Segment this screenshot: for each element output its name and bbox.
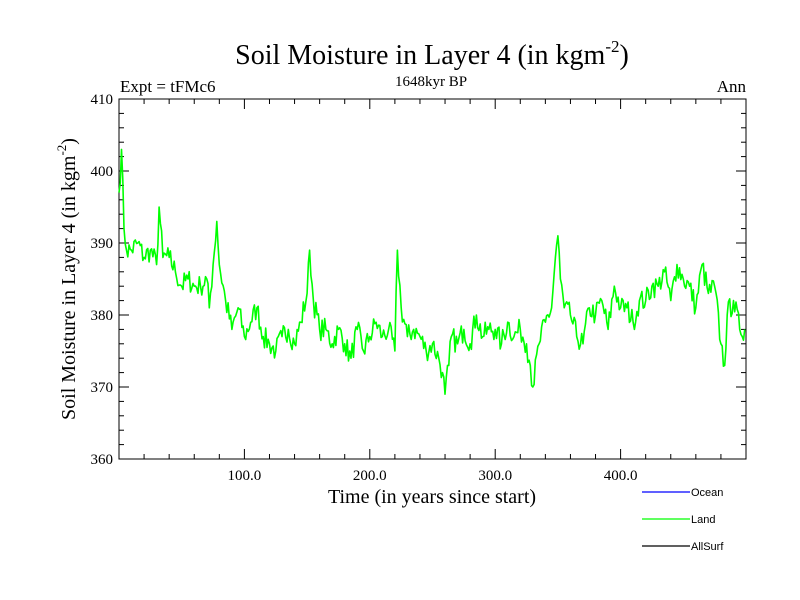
axis-tick-labels: 100.0 200.0 300.0 400.0 360 370 380 390 400 410	[91, 92, 638, 484]
x-tick-label: 200.0	[353, 468, 387, 484]
x-tick-label: 400.0	[604, 468, 638, 484]
y-axis-label: Soil Moisture in Layer 4 (in kgm-2)	[54, 138, 80, 420]
x-tick-label: 100.0	[228, 468, 262, 484]
x-axis-label: Time (in years since start)	[328, 486, 536, 508]
subtitle-right: Ann	[717, 77, 747, 96]
legend: Ocean Land AllSurf	[642, 487, 724, 553]
y-tick-label: 370	[91, 380, 114, 396]
y-tick-label: 400	[91, 164, 114, 180]
subtitle-center: 1648kyr BP	[395, 74, 467, 90]
legend-land-label: Land	[691, 514, 715, 526]
x-tick-label: 300.0	[478, 468, 512, 484]
series-land-line	[118, 148, 746, 396]
legend-allsurf-label: AllSurf	[691, 541, 724, 553]
y-tick-label: 390	[91, 236, 114, 252]
subtitle-left: Expt = tFMc6	[120, 77, 216, 96]
chart-title: Soil Moisture in Layer 4 (in kgm-2)	[235, 37, 629, 71]
y-tick-label: 360	[91, 452, 114, 468]
legend-ocean-label: Ocean	[691, 487, 723, 499]
axis-ticks	[119, 99, 746, 459]
y-tick-label: 380	[91, 308, 114, 324]
y-tick-label: 410	[91, 92, 114, 108]
plot-frame	[118, 98, 747, 460]
